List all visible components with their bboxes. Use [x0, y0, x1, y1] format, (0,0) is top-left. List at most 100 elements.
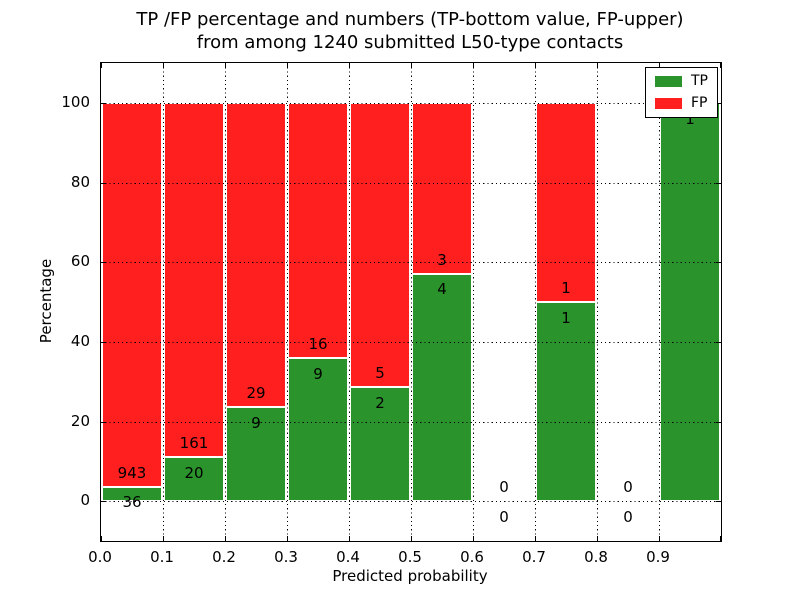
bar-segment-fp [536, 102, 596, 302]
y-tick-mark [101, 262, 106, 264]
x-tick-mark [535, 63, 536, 68]
x-tick-label: 0.0 [88, 548, 112, 566]
bar-segment-fp [226, 102, 286, 407]
v-gridline [535, 63, 536, 541]
x-tick-mark [225, 536, 226, 541]
v-gridline [473, 63, 474, 541]
x-tick-label: 0.9 [646, 548, 670, 566]
tp-count-label: 9 [251, 413, 261, 432]
y-tick-label: 80 [70, 172, 90, 191]
x-tick-mark [720, 63, 721, 68]
x-tick-label: 0.2 [212, 548, 236, 566]
tp-count-label: 1 [561, 308, 571, 327]
x-tick-mark [101, 63, 102, 68]
tp-count-label: 1 [685, 109, 695, 128]
bar-segment-fp [288, 102, 348, 358]
v-gridline [225, 63, 226, 541]
x-tick-label: 0.1 [150, 548, 174, 566]
y-tick-mark [101, 182, 106, 184]
y-tick-label: 60 [70, 252, 90, 271]
bar-segment-tp [226, 406, 286, 502]
y-tick-mark [101, 501, 106, 503]
bar-segment-tp [412, 273, 472, 502]
y-tick-mark [716, 341, 721, 343]
y-axis-label: Percentage [37, 258, 55, 344]
x-tick-mark [163, 536, 164, 541]
x-tick-mark [720, 536, 721, 541]
y-tick-label: 100 [61, 92, 90, 111]
bar-segment-fp [350, 102, 410, 388]
bar-segment-tp [536, 302, 596, 502]
x-tick-label: 0.5 [398, 548, 422, 566]
chart-title-line1: TP /FP percentage and numbers (TP-bottom… [136, 9, 684, 30]
x-tick-mark [101, 536, 102, 541]
v-gridline [411, 63, 412, 541]
x-axis-label: Predicted probability [332, 567, 488, 585]
y-tick-mark [101, 102, 106, 104]
fp-count-label: 161 [179, 434, 209, 453]
fp-count-label: 0 [499, 478, 509, 497]
legend-item-tp: TP [655, 74, 708, 88]
x-tick-label: 0.3 [274, 548, 298, 566]
v-gridline [349, 63, 350, 541]
v-gridline [659, 63, 660, 541]
fp-count-label: 29 [246, 383, 266, 402]
y-tick-mark [716, 262, 721, 264]
tp-count-label: 36 [122, 493, 142, 512]
bar-segment-tp [288, 357, 348, 502]
v-gridline [287, 63, 288, 541]
y-tick-mark [716, 421, 721, 423]
bar-segment-tp [164, 457, 224, 502]
bar-segment-fp [164, 102, 224, 458]
x-tick-mark [225, 63, 226, 68]
x-tick-label: 0.4 [336, 548, 360, 566]
tp-count-label: 2 [375, 394, 385, 413]
x-tick-mark [473, 63, 474, 68]
x-tick-label: 0.7 [522, 548, 546, 566]
fp-count-label: 1 [561, 279, 571, 298]
y-tick-label: 20 [70, 411, 90, 430]
tp-count-label: 20 [184, 464, 204, 483]
v-gridline [597, 63, 598, 541]
y-tick-label: 40 [70, 331, 90, 350]
x-tick-mark [535, 536, 536, 541]
x-tick-mark [473, 536, 474, 541]
y-tick-mark [716, 501, 721, 503]
fp-count-label: 0 [623, 478, 633, 497]
x-tick-mark [349, 63, 350, 68]
legend-item-fp: FP [655, 96, 708, 110]
y-tick-label: 0 [80, 491, 90, 510]
chart-title-line2: from among 1240 submitted L50-type conta… [196, 32, 624, 53]
x-tick-mark [349, 536, 350, 541]
x-tick-mark [163, 63, 164, 68]
bar-segment-fp [412, 102, 472, 274]
y-tick-mark [101, 341, 106, 343]
tp-count-label: 9 [313, 364, 323, 383]
bar-segment-tp [102, 486, 162, 502]
tp-count-label: 0 [623, 508, 633, 527]
x-tick-mark [411, 63, 412, 68]
legend-label-fp: FP [691, 95, 708, 111]
y-tick-mark [716, 182, 721, 184]
fp-count-label: 3 [437, 250, 447, 269]
plot-area: 9433616120299169523400110001 TP FP [100, 62, 722, 542]
v-gridline [163, 63, 164, 541]
tp-count-label: 4 [437, 280, 447, 299]
x-tick-mark [597, 536, 598, 541]
chart-title: TP /FP percentage and numbers (TP-bottom… [100, 8, 720, 54]
fp-count-label: 5 [375, 364, 385, 383]
x-tick-mark [287, 536, 288, 541]
legend: TP FP [645, 67, 718, 118]
bar-segment-fp [102, 102, 162, 487]
x-tick-mark [659, 536, 660, 541]
x-tick-mark [411, 536, 412, 541]
x-tick-mark [597, 63, 598, 68]
fp-count-label: 943 [117, 463, 147, 482]
fp-count-label: 16 [308, 334, 328, 353]
legend-label-tp: TP [691, 73, 708, 89]
y-tick-mark [716, 102, 721, 104]
y-tick-mark [101, 421, 106, 423]
bar-segment-tp [660, 102, 720, 502]
x-tick-label: 0.8 [584, 548, 608, 566]
